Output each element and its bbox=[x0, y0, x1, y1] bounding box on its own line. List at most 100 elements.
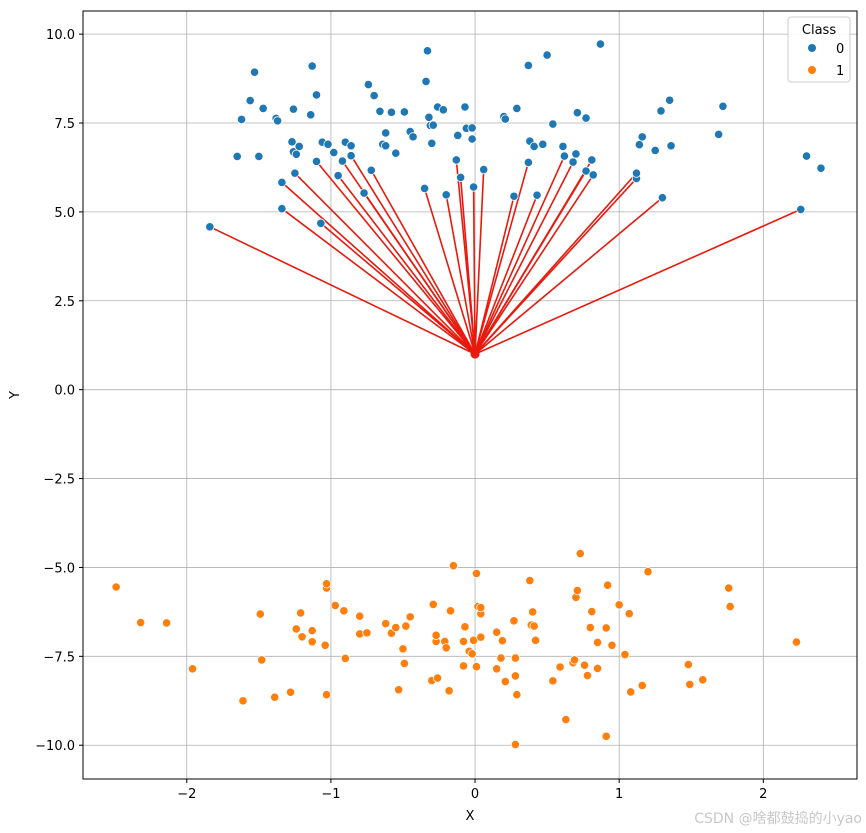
data-point-class-0 bbox=[460, 102, 470, 112]
data-point-class-0 bbox=[509, 191, 519, 201]
connection-line bbox=[474, 172, 638, 355]
data-point-class-0 bbox=[424, 112, 434, 122]
data-point-class-1 bbox=[445, 606, 456, 616]
data-point-class-1 bbox=[603, 580, 613, 590]
connection-line bbox=[474, 159, 593, 355]
data-point-class-0 bbox=[307, 61, 317, 71]
data-point-class-1 bbox=[592, 663, 603, 674]
data-point-class-0 bbox=[232, 151, 242, 162]
data-point-class-1 bbox=[362, 628, 372, 638]
data-point-class-0 bbox=[316, 218, 326, 228]
data-point-class-1 bbox=[285, 687, 296, 697]
data-point-class-0 bbox=[631, 168, 642, 178]
data-point-class-1 bbox=[398, 644, 408, 654]
connection-line bbox=[423, 188, 476, 355]
x-tick-label: 2 bbox=[759, 787, 767, 802]
data-point-class-0 bbox=[523, 60, 533, 71]
data-point-class-1 bbox=[510, 653, 521, 663]
data-point-class-0 bbox=[359, 188, 369, 198]
data-point-class-0 bbox=[479, 164, 489, 175]
y-tick-label: −7.5 bbox=[43, 650, 75, 665]
data-point-class-1 bbox=[458, 636, 469, 647]
data-point-class-0 bbox=[419, 183, 430, 194]
data-point-class-1 bbox=[405, 612, 415, 622]
data-point-class-1 bbox=[471, 568, 482, 579]
data-point-class-0 bbox=[254, 151, 264, 162]
data-point-class-1 bbox=[496, 653, 506, 663]
data-point-class-1 bbox=[394, 685, 404, 695]
data-point-class-1 bbox=[448, 561, 459, 571]
data-point-class-0 bbox=[796, 204, 806, 214]
connection-line bbox=[281, 181, 476, 355]
legend-marker-class-0 bbox=[808, 44, 816, 52]
connection-lines bbox=[209, 155, 802, 355]
data-point-class-1 bbox=[340, 653, 350, 664]
data-point-class-0 bbox=[572, 108, 582, 118]
connection-line bbox=[281, 208, 476, 355]
data-point-class-0 bbox=[333, 171, 343, 181]
legend: Class 0 1 bbox=[787, 16, 851, 83]
data-point-class-1 bbox=[637, 680, 647, 691]
x-axis-label: X bbox=[466, 809, 475, 824]
data-point-class-1 bbox=[579, 660, 590, 670]
data-point-class-0 bbox=[714, 129, 724, 139]
data-point-class-0 bbox=[329, 147, 339, 158]
data-point-class-0 bbox=[581, 113, 591, 123]
data-point-class-1 bbox=[582, 670, 593, 681]
data-point-class-0 bbox=[428, 120, 438, 130]
data-point-class-1 bbox=[187, 664, 198, 674]
data-point-class-1 bbox=[530, 635, 541, 645]
data-point-class-0 bbox=[408, 132, 418, 142]
data-point-class-0 bbox=[438, 105, 448, 115]
connection-line bbox=[294, 172, 476, 355]
connection-line bbox=[474, 194, 538, 355]
data-point-class-1 bbox=[444, 686, 454, 696]
axis-ticks: −2 −1 0 1 2 10.0 7.5 5.0 2.5 0.0 −2.5 −5.0 −7.5 −10.0 bbox=[35, 28, 767, 802]
x-tick-label: 1 bbox=[615, 787, 623, 802]
data-point-class-0 bbox=[453, 130, 463, 141]
data-point-class-0 bbox=[391, 148, 401, 158]
data-point-class-0 bbox=[311, 90, 322, 100]
data-point-class-0 bbox=[291, 149, 301, 159]
data-point-class-0 bbox=[422, 46, 433, 56]
connection-line bbox=[472, 186, 476, 355]
data-point-class-0 bbox=[421, 76, 431, 87]
data-point-class-1 bbox=[471, 662, 482, 672]
data-point-class-1 bbox=[585, 622, 595, 633]
data-point-class-1 bbox=[399, 658, 410, 669]
data-point-class-0 bbox=[288, 104, 299, 114]
x-tick-label: −1 bbox=[321, 787, 340, 802]
data-point-class-1 bbox=[601, 731, 611, 741]
data-point-class-1 bbox=[320, 640, 330, 650]
data-point-class-0 bbox=[258, 103, 268, 114]
data-point-class-1 bbox=[492, 627, 502, 637]
data-point-class-0 bbox=[245, 96, 255, 106]
data-point-class-0 bbox=[529, 141, 539, 152]
data-point-class-1 bbox=[497, 636, 508, 646]
data-point-class-1 bbox=[161, 618, 172, 628]
x-tick-label: −2 bbox=[177, 787, 196, 802]
data-point-class-0 bbox=[366, 165, 376, 175]
data-point-class-1 bbox=[683, 659, 693, 670]
data-point-class-1 bbox=[476, 632, 486, 642]
center-point bbox=[470, 349, 480, 359]
data-point-class-0 bbox=[205, 222, 215, 232]
data-point-class-0 bbox=[427, 138, 437, 148]
data-point-class-1 bbox=[291, 624, 301, 634]
data-point-class-1 bbox=[111, 582, 121, 592]
data-point-class-1 bbox=[561, 715, 571, 725]
connection-line bbox=[315, 160, 476, 355]
data-point-class-1 bbox=[643, 567, 653, 577]
data-point-class-1 bbox=[601, 623, 611, 633]
data-point-class-0 bbox=[595, 39, 606, 49]
data-point-class-0 bbox=[512, 103, 522, 114]
data-point-class-0 bbox=[666, 141, 676, 151]
scatter-points bbox=[111, 39, 826, 750]
data-point-class-1 bbox=[509, 616, 519, 626]
data-point-class-0 bbox=[346, 141, 356, 151]
data-point-class-0 bbox=[311, 156, 322, 166]
data-point-class-0 bbox=[287, 137, 297, 147]
data-point-class-1 bbox=[525, 575, 535, 586]
data-point-class-0 bbox=[718, 101, 728, 111]
connection-line bbox=[474, 155, 566, 355]
